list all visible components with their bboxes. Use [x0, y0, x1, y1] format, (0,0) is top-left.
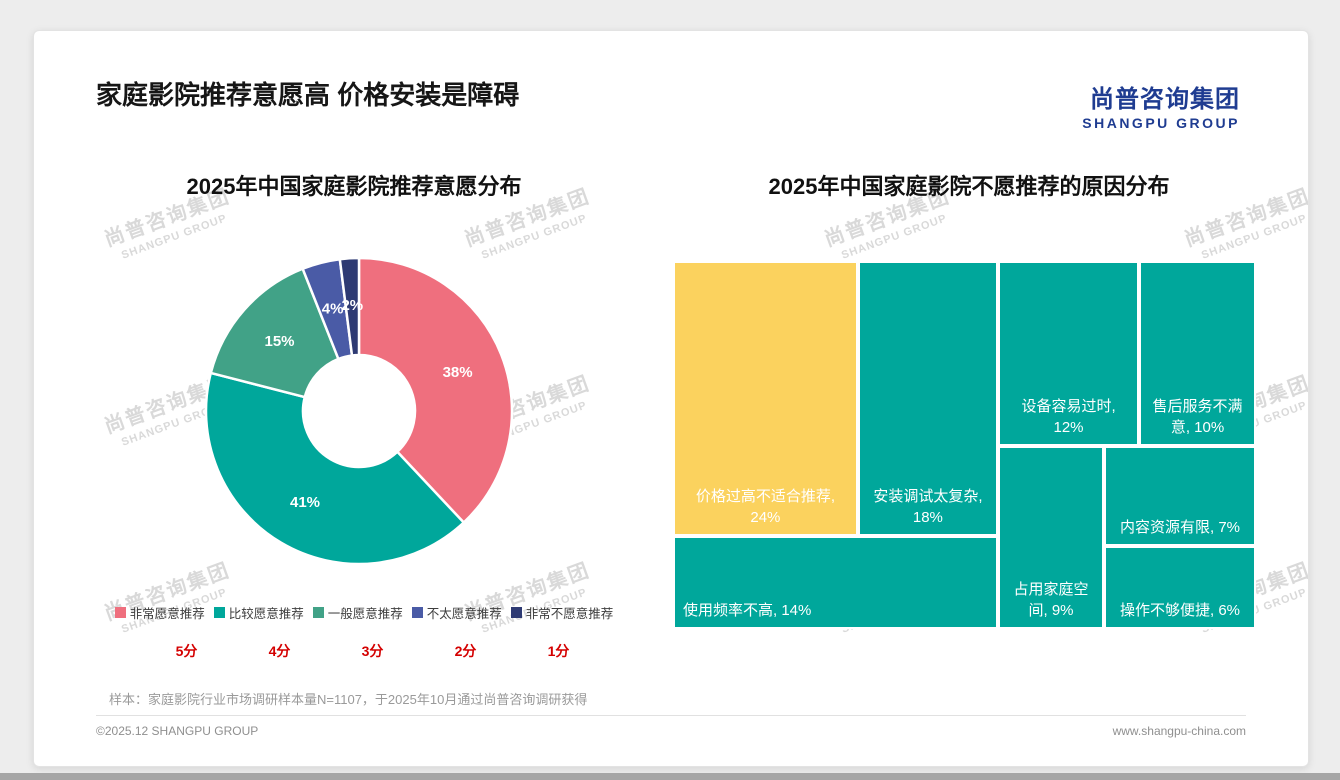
report-slide: 尚普咨询集团 SHANGPU GROUP 尚普咨询集团 SHANGPU GROUP 尚普…: [33, 30, 1309, 767]
treemap-chart-title: 2025年中国家庭影院不愿推荐的原因分布: [768, 174, 1170, 199]
page-title: 家庭影院推荐意愿高 价格安装是障碍: [96, 80, 520, 110]
window-bottom-edge: [0, 773, 1340, 780]
legend-item-4[interactable]: 不太愿意推荐: [411, 603, 502, 622]
legend-label: 非常不愿意推荐: [525, 607, 614, 621]
footer-bar: ©2025.12 SHANGPU GROUP www.shangpu-china…: [96, 724, 1246, 738]
legend-item-1[interactable]: 非常愿意推荐: [114, 603, 205, 622]
donut-slice-2[interactable]: [204, 371, 466, 566]
donut-slice-value-2: 41%: [290, 494, 320, 511]
donut-slice-value-4: 4%: [322, 300, 344, 317]
donut-slice-3[interactable]: [209, 267, 341, 399]
treemap-tile-7[interactable]: 内容资源有限, 7%: [1104, 446, 1256, 547]
treemap-tile-label: 售后服务不满意, 10%: [1152, 398, 1243, 437]
legend-item-2[interactable]: 比较愿意推荐: [213, 603, 304, 622]
legend-item-5[interactable]: 非常不愿意推荐: [510, 603, 614, 622]
copyright-text: ©2025.12 SHANGPU GROUP: [96, 724, 259, 738]
legend-label: 比较愿意推荐: [228, 607, 304, 621]
treemap-tile-label: 操作不够便捷, 6%: [1119, 601, 1240, 619]
legend-label: 不太愿意推荐: [426, 607, 502, 621]
website-link[interactable]: www.shangpu-china.com: [1112, 724, 1246, 738]
donut-chart: 38% 41% 15% 4%2%: [204, 256, 514, 566]
donut-slice-5[interactable]: [338, 256, 361, 357]
legend-swatch-icon: [312, 607, 324, 618]
score-label-5: 1分: [547, 643, 570, 659]
treemap-tile-8[interactable]: 操作不够便捷, 6%: [1104, 546, 1256, 629]
company-logo: 尚普咨询集团 SHANGPU GROUP: [1082, 79, 1240, 131]
treemap-tile-1[interactable]: 价格过高不适合推荐, 24%: [673, 261, 858, 536]
treemap-tile-label: 内容资源有限, 7%: [1119, 519, 1240, 537]
sample-note: 样本：家庭影院行业市场调研样本量N=1107，于2025年10月通过尚普咨询调研…: [109, 692, 588, 707]
score-label-2: 4分: [268, 643, 291, 659]
legend-swatch-icon: [510, 607, 522, 618]
legend-swatch-icon: [213, 607, 225, 618]
footer-divider: [96, 715, 1246, 716]
logo-english-text: SHANGPU GROUP: [1082, 115, 1240, 131]
logo-chinese-text: 尚普咨询集团: [1090, 86, 1240, 113]
donut-slice-value-3: 15%: [264, 333, 294, 350]
treemap-tile-5[interactable]: 售后服务不满意, 10%: [1139, 261, 1256, 447]
legend-swatch-icon: [411, 607, 423, 618]
treemap-tile-4[interactable]: 设备容易过时, 12%: [998, 261, 1140, 447]
donut-slice-value-1: 38%: [443, 364, 473, 381]
legend-label: 非常愿意推荐: [129, 607, 205, 621]
treemap-tile-label: 占用家庭空间, 9%: [1013, 580, 1089, 619]
donut-legend: 非常愿意推荐 比较愿意推荐 一般愿意推荐 不太愿意推荐 非常不愿意推荐: [74, 603, 654, 622]
donut-slice-value-5: 2%: [341, 297, 363, 314]
score-row: 5分 4分 3分 2分 1分: [140, 641, 605, 661]
donut-slice-1[interactable]: [357, 256, 514, 525]
legend-swatch-icon: [114, 607, 126, 618]
treemap-tile-2[interactable]: 安装调试太复杂, 18%: [857, 261, 998, 536]
treemap-tile-label: 设备容易过时, 12%: [1021, 398, 1116, 437]
treemap-tile-label: 使用频率不高, 14%: [683, 601, 812, 619]
score-label-4: 2分: [454, 643, 477, 659]
treemap-tile-6[interactable]: 占用家庭空间, 9%: [998, 446, 1104, 629]
score-label-1: 5分: [175, 643, 198, 659]
treemap-tile-label: 安装调试太复杂, 18%: [873, 487, 983, 526]
treemap-tile-3[interactable]: 使用频率不高, 14%: [673, 535, 999, 629]
donut-chart-title: 2025年中国家庭影院推荐意愿分布: [186, 174, 522, 199]
treemap-chart: 价格过高不适合推荐, 24% 安装调试太复杂, 18% 使用频率不高, 14% 设备容…: [673, 261, 1256, 629]
score-label-3: 3分: [361, 643, 384, 659]
treemap-tile-label: 价格过高不适合推荐, 24%: [695, 487, 835, 526]
legend-item-3[interactable]: 一般愿意推荐: [312, 603, 403, 622]
legend-label: 一般愿意推荐: [327, 607, 403, 621]
